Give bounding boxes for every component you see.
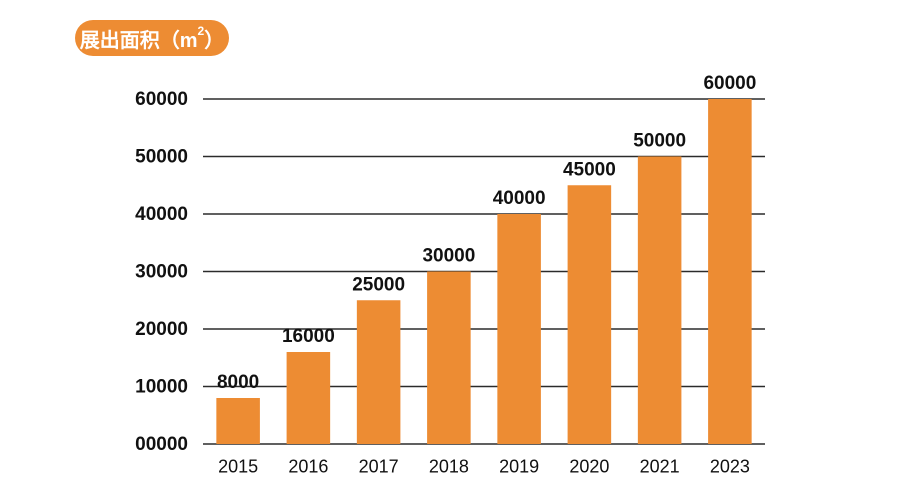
svg-text:2016: 2016 [288, 457, 328, 477]
svg-text:50000: 50000 [135, 147, 188, 168]
svg-text:10000: 10000 [135, 377, 188, 398]
svg-text:60000: 60000 [135, 89, 188, 110]
svg-text:00000: 00000 [135, 434, 188, 455]
svg-text:16000: 16000 [282, 326, 335, 347]
svg-text:45000: 45000 [563, 159, 616, 180]
svg-text:20000: 20000 [135, 319, 188, 340]
svg-text:30000: 30000 [422, 246, 475, 267]
svg-text:50000: 50000 [633, 131, 686, 152]
svg-text:2019: 2019 [499, 457, 539, 477]
svg-text:2021: 2021 [640, 457, 680, 477]
svg-text:40000: 40000 [135, 204, 188, 225]
svg-text:30000: 30000 [135, 262, 188, 283]
svg-text:2015: 2015 [218, 457, 258, 477]
svg-text:60000: 60000 [703, 73, 756, 94]
svg-text:2018: 2018 [429, 457, 469, 477]
svg-text:2020: 2020 [569, 457, 609, 477]
svg-text:40000: 40000 [493, 188, 546, 209]
svg-text:8000: 8000 [217, 372, 259, 393]
svg-text:2023: 2023 [710, 457, 750, 477]
svg-text:2017: 2017 [359, 457, 399, 477]
svg-text:25000: 25000 [352, 274, 405, 295]
